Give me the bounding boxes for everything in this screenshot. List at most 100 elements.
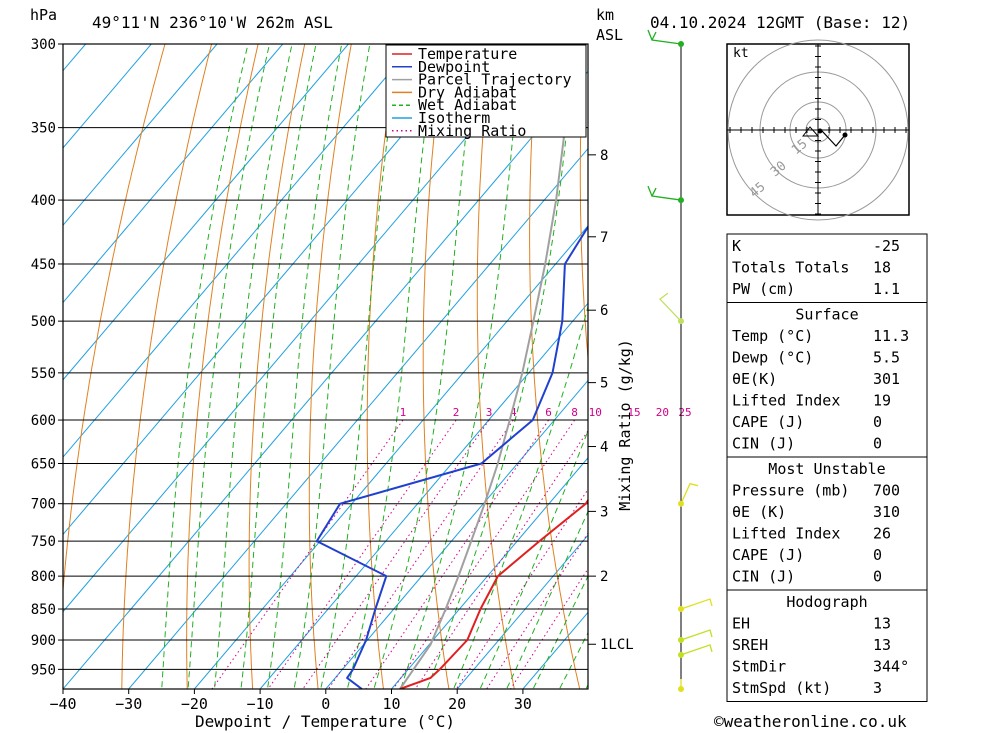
- mixing-ratio-label: 4: [510, 406, 517, 419]
- mixing-ratio-line: [414, 429, 588, 689]
- mixing-ratio-line: [365, 419, 550, 689]
- mixing-ratio-label: 25: [678, 406, 691, 419]
- pressure-tick-label: 700: [31, 497, 56, 513]
- indices-section: [726, 233, 928, 303]
- mixing-ratio-line: [211, 419, 404, 689]
- km-label: km: [596, 6, 614, 24]
- parcel-trajectory-line: [399, 61, 575, 689]
- wind-barb: [659, 292, 682, 322]
- mixing-ratio-label: 1: [400, 406, 407, 419]
- asl-label: ASL: [596, 26, 623, 44]
- mixing-ratio-label: 20: [656, 406, 669, 419]
- isotherm-line: [63, 44, 546, 613]
- isotherm-line: [259, 302, 588, 689]
- location-title: 49°11'N 236°10'W 262m ASL: [92, 13, 333, 32]
- wet-adiabat-line: [506, 510, 588, 689]
- pressure-tick-label: 450: [31, 257, 56, 273]
- wind-barb: [680, 482, 699, 504]
- profile-lines: [315, 61, 588, 689]
- index-label: Lifted Index: [732, 392, 840, 410]
- pressure-tick-label: 650: [31, 457, 56, 473]
- isotherm-line: [63, 44, 349, 381]
- legend-label: Dewpoint: [418, 58, 490, 76]
- index-label: Pressure (mb): [732, 482, 849, 500]
- temperature-tick-label: 10: [382, 695, 400, 713]
- wind-barbs: [647, 29, 713, 692]
- dry-adiabat-line: [366, 44, 399, 689]
- mixing-ratio-label: 10: [589, 406, 602, 419]
- dry-adiabat-line: [63, 44, 166, 597]
- mixing-ratio-labels: 1 2 3 4 6 8 10 15 20 25: [400, 406, 692, 419]
- wind-barb: [647, 29, 682, 45]
- height-tick-label: 6: [600, 303, 608, 319]
- isotherm-line: [128, 147, 588, 689]
- index-label: CIN (J): [732, 435, 795, 453]
- plot-frame: [62, 43, 589, 690]
- isotherm-line: [325, 379, 588, 689]
- index-value: 310: [873, 503, 900, 521]
- height-tick-label: 2: [600, 569, 608, 585]
- temperature-tick-label: 20: [448, 695, 466, 713]
- mixing-ratio-axis-label: Mixing Ratio (g/kg): [616, 339, 634, 511]
- isotherm-line: [456, 534, 588, 689]
- wet-adiabat-line: [479, 429, 588, 689]
- pressure-tick-label: 900: [31, 633, 56, 649]
- dry-adiabat-line: [186, 44, 259, 689]
- indices-section: [726, 589, 928, 702]
- index-value: 11.3: [873, 327, 909, 345]
- index-label: θE (K): [732, 503, 786, 521]
- pressure-tick-label: 500: [31, 314, 56, 330]
- mixing-ratio-label: 3: [486, 406, 493, 419]
- index-label: Totals Totals: [732, 259, 849, 277]
- pressure-tick-label: 950: [31, 662, 56, 678]
- height-tick-label: 8: [600, 148, 608, 164]
- index-value: 1.1: [873, 280, 900, 298]
- index-value: 26: [873, 525, 891, 543]
- index-value: 3: [873, 679, 882, 697]
- pressure-axis: 300 350 400 450 500 550 600 650 700 750 800 850 900 9…: [31, 37, 63, 678]
- hpa-label: hPa: [30, 6, 57, 24]
- temperature-tick-label: −30: [115, 695, 142, 713]
- height-tick-label: 4: [600, 440, 608, 456]
- pressure-tick-label: 750: [31, 534, 56, 550]
- grid-layer: [63, 26, 1000, 698]
- isotherm-line: [391, 457, 588, 689]
- index-label: Dewp (°C): [732, 349, 813, 367]
- index-value: 19: [873, 392, 891, 410]
- height-tick-label: 7: [600, 230, 608, 246]
- mixing-ratio-label: 6: [545, 406, 552, 419]
- isotherm-line: [63, 44, 481, 536]
- height-tick-label: 1LCL: [600, 637, 634, 653]
- dry-adiabat-line: [308, 44, 352, 689]
- datetime-title: 04.10.2024 12GMT (Base: 12): [650, 13, 910, 32]
- wet-adiabat-line: [293, 44, 371, 689]
- wet-adiabat-line: [346, 44, 437, 689]
- mixing-ratio-line: [509, 567, 588, 689]
- index-label: K: [732, 237, 741, 255]
- dry-adiabat-line: [629, 26, 713, 698]
- pressure-tick-label: 850: [31, 602, 56, 618]
- index-value: 0: [873, 413, 882, 431]
- legend-label: Parcel Trajectory: [418, 71, 572, 89]
- index-label: EH: [732, 615, 750, 633]
- hodograph-point: [842, 132, 848, 138]
- height-tick-label: 5: [600, 376, 608, 392]
- index-value: 0: [873, 435, 882, 453]
- mixing-ratio-label: 15: [627, 406, 640, 419]
- hodograph-point: [817, 128, 823, 134]
- indices-section-title: Hodograph: [786, 593, 867, 611]
- wet-adiabat-line: [453, 304, 588, 689]
- dry-adiabat-line: [248, 44, 306, 689]
- mixing-ratio-label: 2: [453, 406, 460, 419]
- isotherm-line: [63, 70, 588, 689]
- mixing-ratio-line: [392, 419, 576, 689]
- wind-barb: [680, 598, 713, 610]
- copyright-footer: ©weatheronline.co.uk: [714, 712, 907, 731]
- wet-adiabat-line: [320, 44, 402, 689]
- dry-adiabat-line: [954, 26, 1000, 698]
- index-value: 344°: [873, 658, 909, 676]
- index-label: StmSpd (kt): [732, 679, 831, 697]
- legend-label: Isotherm: [418, 109, 490, 127]
- index-label: CAPE (J): [732, 546, 804, 564]
